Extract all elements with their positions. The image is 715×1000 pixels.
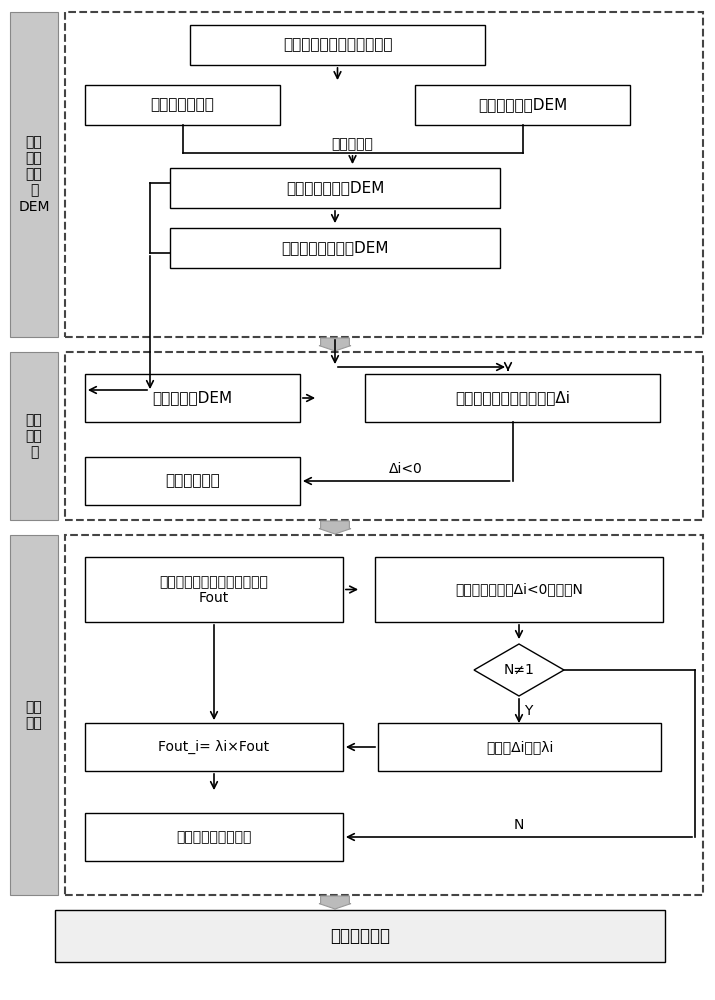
Polygon shape bbox=[319, 521, 351, 534]
Text: 六边形格网中心点DEM: 六边形格网中心点DEM bbox=[281, 240, 389, 255]
Text: N: N bbox=[514, 818, 524, 832]
Text: 区域规则格网DEM: 区域规则格网DEM bbox=[478, 98, 567, 112]
Bar bbox=[190, 25, 485, 65]
Polygon shape bbox=[474, 644, 564, 696]
Polygon shape bbox=[319, 896, 351, 909]
Bar bbox=[10, 535, 58, 895]
Text: 统计每个六边形Δi<0的个数N: 统计每个六边形Δi<0的个数N bbox=[455, 582, 583, 596]
Bar bbox=[85, 557, 343, 622]
Bar bbox=[85, 85, 280, 125]
Bar bbox=[10, 352, 58, 520]
Polygon shape bbox=[319, 338, 351, 351]
Text: 区域六边形格网: 区域六边形格网 bbox=[151, 98, 214, 112]
Text: 正二十面体六边形等积格网: 正二十面体六边形等积格网 bbox=[282, 37, 393, 52]
Text: 构建
六边
形格
网
DEM: 构建 六边 形格 网 DEM bbox=[19, 135, 50, 214]
Bar bbox=[65, 535, 703, 895]
Text: N≠1: N≠1 bbox=[503, 663, 534, 677]
Bar bbox=[415, 85, 630, 125]
Text: Δi<0: Δi<0 bbox=[390, 462, 423, 476]
Text: Fout: Fout bbox=[199, 590, 229, 604]
Bar bbox=[378, 723, 661, 771]
Text: 计算每个六边形可流出水流量: 计算每个六边形可流出水流量 bbox=[159, 576, 268, 589]
Bar bbox=[365, 374, 660, 422]
Text: 与邻近六边形格网高程差Δi: 与邻近六边形格网高程差Δi bbox=[455, 390, 570, 406]
Bar bbox=[85, 457, 300, 505]
Bar bbox=[85, 723, 343, 771]
Text: 双线性插值: 双线性插值 bbox=[332, 137, 373, 151]
Text: 归一化Δi，得λi: 归一化Δi，得λi bbox=[485, 740, 553, 754]
Text: 流量
分配: 流量 分配 bbox=[26, 700, 42, 730]
Text: 三角形单元DEM: 三角形单元DEM bbox=[152, 390, 232, 406]
Text: 流域路径跟踪: 流域路径跟踪 bbox=[330, 927, 390, 945]
Text: 更新邻近格网水流量: 更新邻近格网水流量 bbox=[177, 830, 252, 844]
Bar bbox=[85, 374, 300, 422]
Text: 多流
向计
算: 多流 向计 算 bbox=[26, 413, 42, 459]
Text: 六边形格网顶点DEM: 六边形格网顶点DEM bbox=[286, 180, 384, 196]
Text: Y: Y bbox=[524, 704, 533, 718]
Bar bbox=[10, 12, 58, 337]
Bar bbox=[85, 813, 343, 861]
Bar bbox=[65, 352, 703, 520]
Bar bbox=[55, 910, 665, 962]
Text: 定义水流流向: 定义水流流向 bbox=[165, 474, 220, 488]
Bar bbox=[170, 228, 500, 268]
Bar bbox=[65, 12, 703, 337]
Bar bbox=[375, 557, 663, 622]
Text: Fout_i= λi×Fout: Fout_i= λi×Fout bbox=[159, 740, 270, 754]
Bar bbox=[170, 168, 500, 208]
